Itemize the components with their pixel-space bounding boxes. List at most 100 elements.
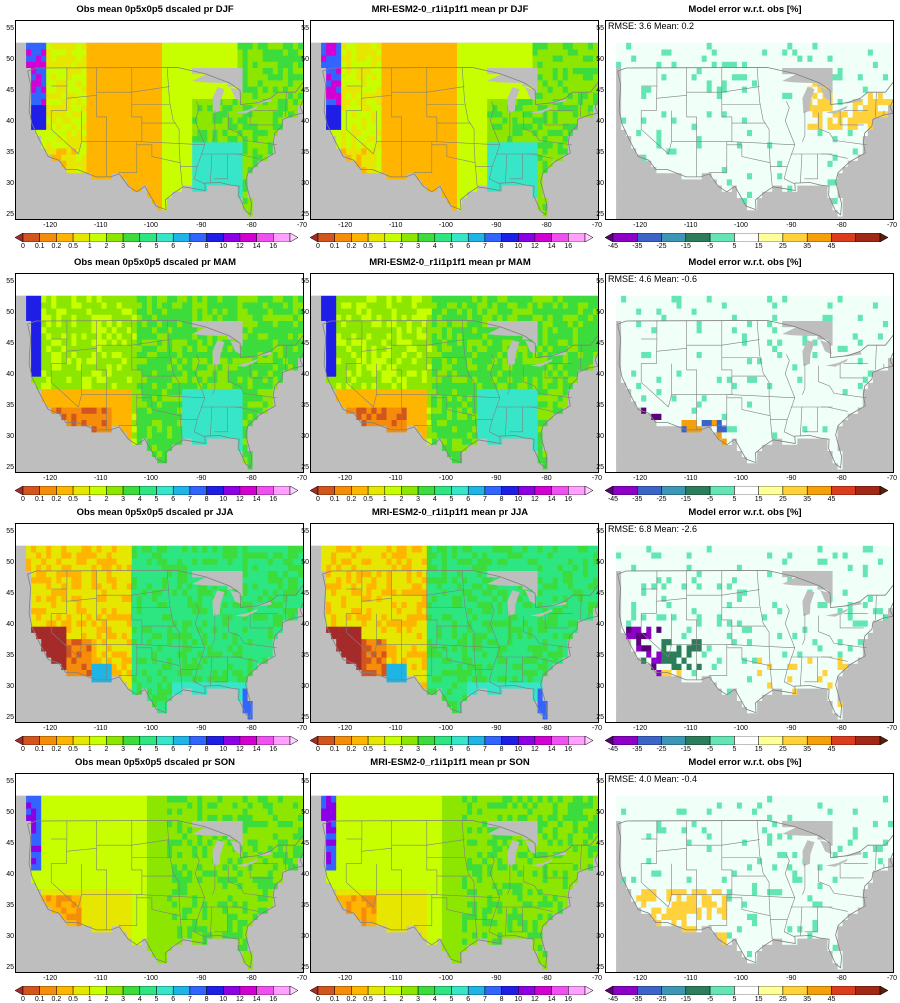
colorbar-tick-label: 45: [824, 746, 840, 753]
y-tick-label: 55: [2, 25, 14, 32]
y-tick-label: 50: [2, 56, 14, 63]
panel-title: Obs mean 0p5x0p5 dscaled pr DJF: [10, 4, 300, 15]
colorbar-box: [613, 233, 637, 242]
colorbar-box: [637, 736, 661, 745]
y-tick-label: 55: [297, 528, 309, 535]
x-tick-label: -110: [86, 475, 116, 482]
colorbar-tick-label: 3: [115, 243, 131, 250]
grid-cells: [616, 546, 893, 722]
colorbar-box: [223, 233, 240, 242]
map-frame: RMSE: 4.6 Mean: -0.6: [605, 273, 894, 473]
colorbar-tick-label: 2: [98, 496, 114, 503]
colorbar-tick-label: 8: [199, 496, 215, 503]
colorbar-box: [783, 986, 807, 995]
colorbar-arrow-low: [15, 986, 23, 995]
colorbar-tick-label: 16: [265, 496, 281, 503]
colorbar-tick-label: 8: [494, 496, 510, 503]
colorbar-box: [418, 736, 435, 745]
y-tick-label: 40: [297, 621, 309, 628]
colorbar-tick-label: -15: [678, 746, 694, 753]
error-panel: Model error w.r.t. obs [%]RMSE: 6.8 Mean…: [600, 503, 890, 753]
colorbar-box: [832, 233, 856, 242]
error-map: [606, 524, 893, 722]
colorbar-box: [40, 486, 57, 495]
colorbar-box: [173, 486, 190, 495]
colorbar-tick-label: 12: [527, 746, 543, 753]
colorbar-box: [613, 986, 637, 995]
x-tick-label: -100: [136, 475, 166, 482]
y-tick-label: 25: [2, 211, 14, 218]
x-tick-label: -110: [86, 725, 116, 732]
colorbar-box: [686, 736, 710, 745]
colorbar-arrow-high: [880, 736, 888, 745]
colorbar-tick-label: 5: [726, 746, 742, 753]
precip-map: [16, 21, 303, 219]
y-tick-label: 50: [2, 309, 14, 316]
colorbar-box: [452, 486, 469, 495]
colorbar-box: [335, 986, 352, 995]
colorbar-tick-label: 10: [510, 243, 526, 250]
colorbar-tick-label: 25: [775, 746, 791, 753]
colorbar-arrow-low: [15, 486, 23, 495]
colorbar-box: [318, 986, 335, 995]
colorbar-tick-label: 0.5: [65, 496, 81, 503]
x-tick-label: -80: [827, 725, 857, 732]
colorbar-box: [807, 986, 831, 995]
colorbar-tick-label: 15: [751, 496, 767, 503]
colorbar-box: [223, 486, 240, 495]
colorbar-box: [613, 736, 637, 745]
colorbar-tick-label: -5: [702, 243, 718, 250]
colorbar-arrow-high: [880, 486, 888, 495]
y-tick-label: 50: [2, 559, 14, 566]
colorbar-arrow-high: [880, 233, 888, 242]
colorbar-tick-label: 0: [310, 746, 326, 753]
x-tick-label: -120: [625, 975, 655, 982]
y-tick-label: 30: [2, 180, 14, 187]
colorbar-box: [123, 736, 140, 745]
colorbar-tick-label: 7: [182, 243, 198, 250]
y-tick-label: 40: [2, 118, 14, 125]
x-tick-label: -80: [532, 975, 562, 982]
colorbar-tick-label: 16: [265, 746, 281, 753]
error-panel: Model error w.r.t. obs [%]RMSE: 4.0 Mean…: [600, 753, 890, 1003]
colorbar-box: [123, 486, 140, 495]
y-tick-label: 30: [2, 433, 14, 440]
colorbar-box: [401, 486, 418, 495]
colorbar-tick-label: 25: [775, 496, 791, 503]
colorbar-box: [90, 736, 107, 745]
colorbar-tick-label: 5: [149, 496, 165, 503]
colorbar-tick-label: 6: [460, 496, 476, 503]
colorbar-box: [637, 233, 661, 242]
colorbar-tick-label: 16: [560, 243, 576, 250]
colorbar-box: [435, 986, 452, 995]
y-tick-label: 35: [297, 149, 309, 156]
colorbar-box: [662, 736, 686, 745]
colorbar-box: [401, 736, 418, 745]
colorbar-box: [385, 233, 402, 242]
grid-cells: [26, 546, 303, 722]
x-tick-label: -120: [625, 725, 655, 732]
x-tick-label: -100: [726, 475, 756, 482]
y-tick-label: 50: [297, 309, 309, 316]
y-tick-label: 30: [2, 933, 14, 940]
colorbar-tick-label: 7: [182, 496, 198, 503]
colorbar-arrow-high: [585, 486, 593, 495]
y-tick-label: 35: [592, 902, 604, 909]
colorbar-box: [56, 986, 73, 995]
x-tick-label: -90: [481, 222, 511, 229]
colorbar-arrow-high: [880, 986, 888, 995]
colorbar-box: [518, 233, 535, 242]
colorbar-box: [73, 986, 90, 995]
y-tick-label: 35: [592, 149, 604, 156]
y-tick-label: 35: [297, 902, 309, 909]
colorbar-box: [502, 986, 519, 995]
x-tick-label: -100: [431, 725, 461, 732]
colorbar-tick-label: -5: [702, 496, 718, 503]
colorbar-tick-label: 7: [477, 496, 493, 503]
x-tick-label: -120: [625, 475, 655, 482]
colorbar-box: [734, 986, 758, 995]
